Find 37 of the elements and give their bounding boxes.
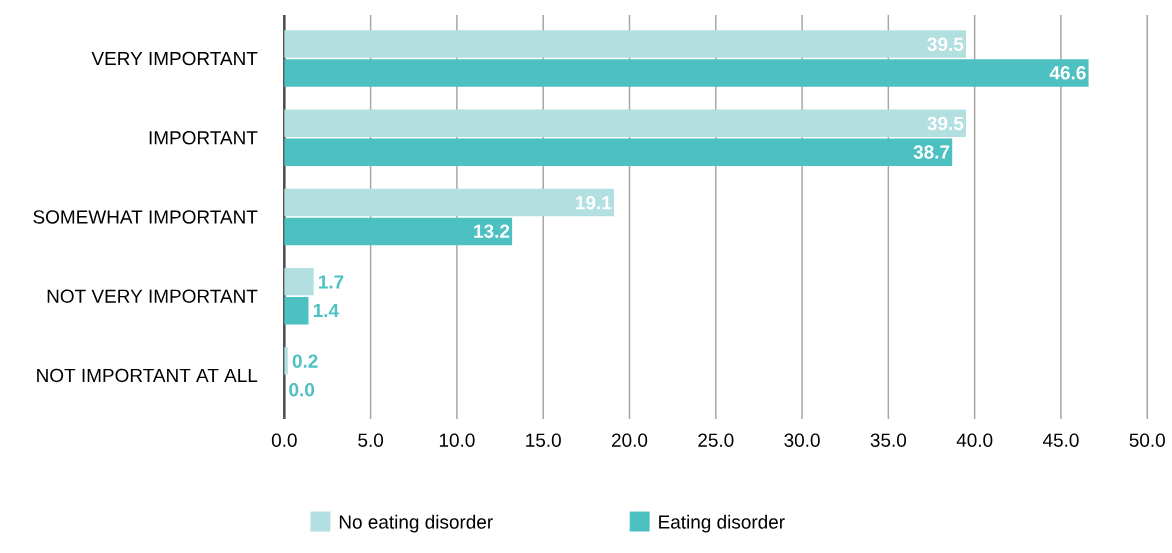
data-label: 1.4 (313, 304, 339, 318)
bar (284, 188, 614, 217)
x-tick-label: 40.0 (956, 433, 993, 448)
bar (284, 138, 953, 167)
legend-label: Eating disorder (659, 514, 785, 533)
data-label: 1.7 (319, 275, 344, 289)
x-tick-label: 30.0 (784, 433, 820, 448)
x-tick-label: 20.0 (611, 433, 648, 448)
y-tick-label: SOMEWHAT IMPORTANT (33, 210, 258, 224)
data-label: 39.5 (927, 116, 964, 131)
y-tick-label: NOT VERY IMPORTANT (47, 289, 258, 304)
data-label: 13.2 (474, 224, 510, 239)
bar (284, 217, 513, 246)
data-label: 0.0 (289, 383, 315, 397)
x-tick-label: 25.0 (698, 433, 734, 448)
x-tick-label: 50.0 (1129, 433, 1165, 448)
bar (284, 347, 288, 375)
x-tick-label: 0.0 (271, 433, 297, 448)
y-tick-label: NOT IMPORTANT AT ALL (37, 368, 258, 383)
legend-label: No eating disorder (339, 514, 493, 533)
data-label: 46.6 (1049, 66, 1086, 80)
bar (284, 30, 967, 58)
x-tick-label: 15.0 (526, 433, 561, 448)
y-tick-label: VERY IMPORTANT (91, 52, 258, 66)
bar (284, 59, 1089, 88)
x-tick-label: 5.0 (358, 433, 384, 448)
y-tick-label: IMPORTANT (149, 131, 258, 145)
data-label: 0.2 (292, 354, 318, 369)
bar (284, 109, 967, 138)
data-label: 39.5 (927, 37, 964, 52)
data-label: 38.7 (913, 145, 950, 159)
data-label: 19.1 (576, 196, 612, 210)
x-tick-label: 45.0 (1042, 433, 1079, 448)
bar (284, 297, 309, 325)
bar (284, 268, 314, 296)
x-tick-label: 10.0 (439, 433, 475, 448)
x-tick-label: 35.0 (870, 433, 907, 448)
